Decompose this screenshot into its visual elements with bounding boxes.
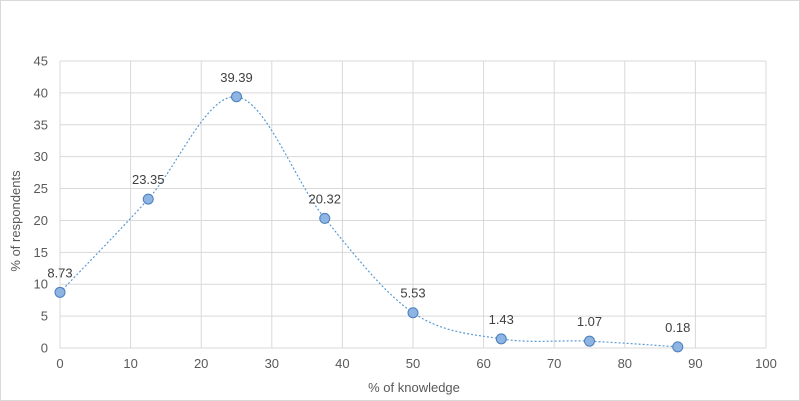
y-axis-title: % of respondents [8,170,23,272]
x-tick-label: 100 [755,356,777,371]
y-tick-label: 0 [41,341,48,356]
data-label: 20.32 [308,191,341,206]
y-tick-label: 15 [34,245,48,260]
data-label: 8.73 [47,265,72,280]
data-point [54,286,66,298]
x-tick-label: 90 [688,356,702,371]
x-axis-title: % of knowledge [368,380,460,395]
series-line [59,96,678,348]
data-label: 1.43 [489,312,514,327]
y-tick-label: 30 [34,149,48,164]
data-point [672,341,684,353]
data-point [407,307,419,319]
y-tick-label: 40 [34,85,48,100]
data-label: 1.07 [577,314,602,329]
data-point [584,335,595,347]
y-tick-label: 35 [34,117,48,132]
y-tick-label: 25 [34,181,48,196]
x-tick-label: 60 [476,356,490,371]
x-tick-label: 50 [406,356,420,371]
gridlines [59,60,767,349]
data-label: 39.39 [220,70,253,85]
data-markers [54,91,684,353]
y-tick-label: 20 [34,213,48,228]
data-label: 23.35 [132,172,165,187]
data-label: 0.18 [665,320,690,335]
y-tick-label: 45 [34,54,48,69]
x-tick-label: 0 [56,356,63,371]
x-tick-label: 10 [123,356,137,371]
x-axis-ticks: 0 10 20 30 40 50 60 70 80 90 100 [56,356,776,371]
data-point [319,212,331,224]
data-point [231,91,242,103]
x-tick-label: 30 [265,356,279,371]
x-tick-label: 40 [335,356,349,371]
data-point [495,333,507,345]
data-labels: 8.73 23.35 39.39 20.32 5.53 1.43 1.07 0.18 [47,70,690,335]
x-tick-label: 70 [547,356,561,371]
y-tick-label: 5 [41,309,48,324]
data-label: 5.53 [400,286,425,301]
x-tick-label: 80 [618,356,632,371]
x-tick-label: 20 [194,356,208,371]
data-point [142,193,154,205]
y-axis-ticks: 0 5 10 15 20 25 30 35 40 45 [34,54,48,356]
y-tick-label: 10 [34,277,48,292]
